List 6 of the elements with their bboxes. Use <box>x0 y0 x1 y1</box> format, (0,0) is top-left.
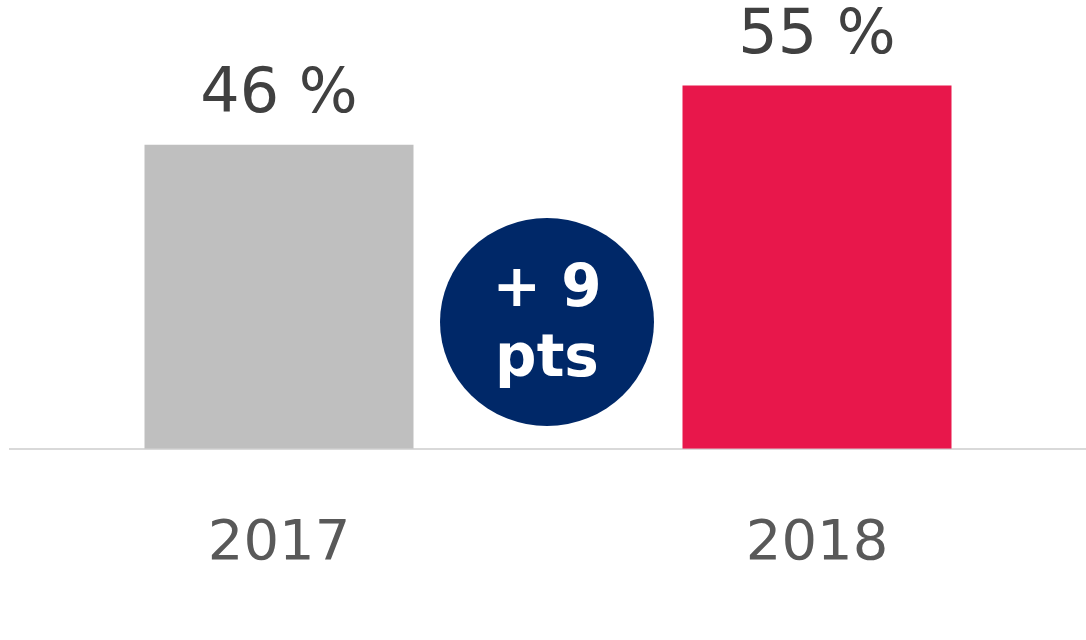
data-label: 46 % <box>200 53 358 127</box>
data-label: 55 % <box>738 0 896 68</box>
circle-badge: + 9 pts <box>440 218 654 426</box>
annotation: + 9 pts <box>491 252 603 392</box>
x-tick-label: 2018 <box>745 506 889 572</box>
x-tick-label: 2017 <box>207 506 351 572</box>
